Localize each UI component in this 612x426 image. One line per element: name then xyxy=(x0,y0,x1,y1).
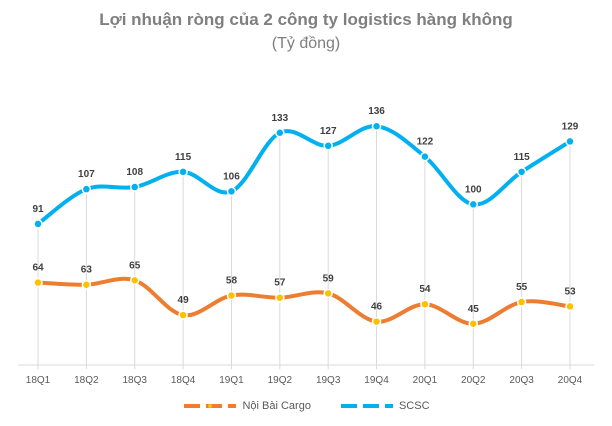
data-point xyxy=(420,151,430,162)
data-point xyxy=(33,219,43,229)
chart-subtitle: (Tỷ đồng) xyxy=(271,35,341,52)
data-point xyxy=(516,297,527,307)
x-tick-label: 20Q4 xyxy=(558,375,583,386)
data-label: 45 xyxy=(468,304,480,315)
x-tick-label: 20Q1 xyxy=(413,375,438,386)
data-label: 46 xyxy=(371,302,383,313)
data-label: 115 xyxy=(175,152,192,163)
chart-title: Lợi nhuận ròng của 2 công ty logistics h… xyxy=(99,10,513,29)
data-label: 65 xyxy=(129,260,141,271)
data-point xyxy=(565,301,575,312)
x-tick-label: 20Q2 xyxy=(461,375,486,386)
x-tick-label: 18Q1 xyxy=(26,375,51,386)
data-label: 127 xyxy=(320,126,337,137)
data-label: 107 xyxy=(78,169,95,180)
x-tick-label: 19Q3 xyxy=(316,375,341,386)
legend-swatch-noi-bai-cargo xyxy=(184,404,237,408)
legend: Nội Bài Cargo SCSC xyxy=(0,400,612,412)
data-point xyxy=(226,186,237,197)
data-label: 129 xyxy=(562,121,579,132)
data-label: 100 xyxy=(465,184,482,195)
data-point xyxy=(323,288,333,299)
data-label: 58 xyxy=(226,276,238,287)
data-label: 115 xyxy=(514,152,531,163)
data-point xyxy=(81,184,92,194)
data-point xyxy=(275,292,285,303)
data-point xyxy=(81,279,92,290)
x-tick-label: 18Q2 xyxy=(74,375,99,386)
data-label: 49 xyxy=(178,295,190,306)
data-point xyxy=(468,199,479,210)
data-label: 133 xyxy=(271,113,288,124)
legend-item-scsc[interactable]: SCSC xyxy=(339,400,430,412)
data-point xyxy=(420,299,430,309)
x-tick-label: 19Q1 xyxy=(219,375,244,386)
data-point xyxy=(565,136,575,147)
data-point xyxy=(516,167,527,177)
data-point xyxy=(33,277,43,288)
data-label: 54 xyxy=(419,284,431,295)
data-label: 53 xyxy=(564,286,576,297)
x-tick-label: 18Q4 xyxy=(171,375,196,386)
data-point xyxy=(129,182,140,192)
data-label: 136 xyxy=(368,106,385,117)
data-point xyxy=(129,275,140,286)
data-point xyxy=(275,128,285,138)
legend-item-noi-bai-cargo[interactable]: Nội Bài Cargo xyxy=(182,400,311,412)
data-label: 106 xyxy=(223,171,240,182)
data-label: 108 xyxy=(126,167,143,178)
data-point xyxy=(323,141,333,151)
data-label: 57 xyxy=(274,278,286,289)
series-line-noi-bai-cargo xyxy=(36,276,572,326)
legend-label: SCSC xyxy=(398,400,430,412)
data-label: 55 xyxy=(516,282,528,293)
data-point xyxy=(178,310,188,320)
x-tick-label: 19Q2 xyxy=(268,375,293,386)
x-tick-label: 19Q4 xyxy=(364,375,389,386)
data-point xyxy=(226,290,237,301)
data-label: 59 xyxy=(323,273,335,284)
series-line-scsc xyxy=(36,124,572,226)
data-label: 64 xyxy=(32,263,44,274)
data-label: 122 xyxy=(417,137,434,148)
data-point xyxy=(371,121,382,131)
data-label: 63 xyxy=(81,265,93,276)
data-point xyxy=(178,167,188,177)
data-label: 91 xyxy=(32,204,44,215)
data-point xyxy=(371,316,382,327)
x-tick-label: 20Q3 xyxy=(509,375,534,386)
legend-swatch-scsc xyxy=(340,404,393,408)
legend-label: Nội Bài Cargo xyxy=(242,400,311,412)
data-point xyxy=(468,319,479,329)
x-tick-label: 18Q3 xyxy=(122,375,147,386)
